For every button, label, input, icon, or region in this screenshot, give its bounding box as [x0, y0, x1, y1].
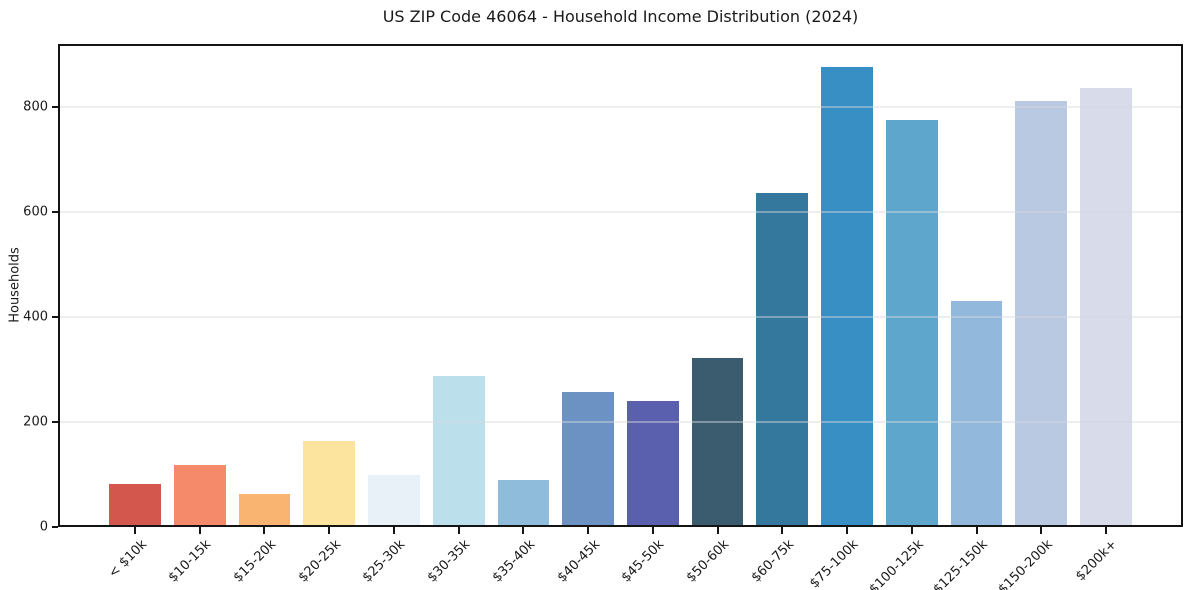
- spine-left: [58, 44, 60, 527]
- y-tick-label: 200: [23, 414, 48, 430]
- x-tick-label: $75-100k: [807, 537, 862, 590]
- y-tick-label: 800: [23, 99, 48, 115]
- x-tick-mark: [587, 527, 590, 534]
- gridline-200: [58, 421, 1183, 423]
- x-tick-mark: [457, 527, 460, 534]
- bar-$60-75k: [756, 193, 809, 527]
- gridline-600: [58, 211, 1183, 213]
- spine-bottom: [58, 525, 1183, 527]
- bar-$45-50k: [626, 401, 679, 527]
- bar-$100-125k: [885, 120, 938, 527]
- bar-$75-100k: [821, 67, 873, 527]
- x-tick-mark: [198, 527, 201, 534]
- x-tick-mark: [846, 527, 849, 534]
- x-tick-label: $10-15k: [165, 537, 215, 586]
- bar-$40-45k: [562, 391, 615, 527]
- bar-$20-25k: [303, 440, 356, 527]
- x-tick-label: $150-200k: [995, 537, 1056, 590]
- x-tick-mark: [134, 527, 137, 534]
- x-tick-label: $100-125k: [866, 537, 927, 590]
- bar-< $10k: [109, 483, 161, 527]
- y-tick-label: 0: [39, 519, 48, 535]
- x-tick-mark: [392, 527, 395, 534]
- bar-$15-20k: [238, 494, 291, 527]
- bar-$10-15k: [173, 465, 226, 527]
- x-tick-label: $40-45k: [554, 537, 603, 586]
- bar-$50-60k: [691, 357, 744, 527]
- y-tick-label: 400: [23, 309, 48, 325]
- bar-$25-30k: [368, 474, 420, 527]
- x-tick-mark: [1104, 527, 1107, 534]
- x-tick-mark: [328, 527, 331, 534]
- x-tick-mark: [910, 527, 913, 534]
- y-tick-label: 600: [23, 204, 48, 220]
- x-tick-label: < $10k: [105, 537, 150, 582]
- x-tick-mark: [975, 527, 978, 534]
- x-tick-label: $60-75k: [748, 537, 797, 586]
- x-tick-label: $125-150k: [930, 537, 992, 590]
- x-tick-label: $50-60k: [683, 537, 733, 586]
- bar-$30-35k: [432, 375, 485, 527]
- y-tick-mark: [52, 316, 58, 318]
- x-tick-mark: [651, 527, 654, 534]
- x-tick-label: $15-20k: [230, 537, 280, 586]
- x-tick-mark: [781, 527, 784, 534]
- x-tick-mark: [263, 527, 266, 534]
- plot-area: [58, 44, 1183, 527]
- bar-$150-200k: [1015, 101, 1068, 527]
- bar-$35-40k: [497, 479, 550, 527]
- spine-top: [58, 44, 1183, 46]
- gridline-400: [58, 316, 1183, 318]
- y-tick-mark: [52, 421, 58, 423]
- x-tick-label: $20-25k: [295, 537, 344, 586]
- y-tick-mark: [52, 106, 58, 108]
- x-tick-mark: [1040, 527, 1043, 534]
- x-tick-label: $45-50k: [618, 537, 668, 586]
- y-tick-mark: [52, 211, 58, 213]
- bar-$125-150k: [950, 301, 1003, 527]
- x-tick-label: $200k+: [1073, 537, 1121, 585]
- bar-$200k+: [1080, 88, 1132, 527]
- spine-right: [1181, 44, 1183, 527]
- x-tick-label: $25-30k: [360, 537, 409, 586]
- gridline-800: [58, 106, 1183, 108]
- chart-title: US ZIP Code 46064 - Household Income Dis…: [382, 7, 859, 26]
- x-tick-label: $30-35k: [424, 537, 474, 586]
- y-tick-mark: [52, 526, 58, 528]
- x-tick-mark: [716, 527, 719, 534]
- x-tick-mark: [522, 527, 525, 534]
- x-tick-label: $35-40k: [489, 537, 539, 586]
